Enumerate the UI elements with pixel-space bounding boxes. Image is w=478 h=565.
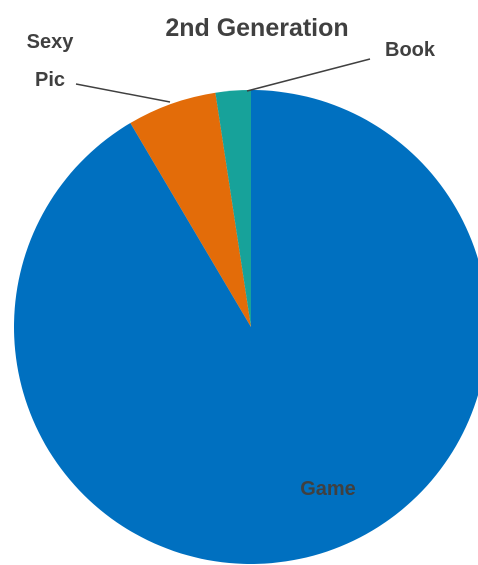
chart-title: 2nd Generation xyxy=(165,14,348,42)
slice-label-line: Pic xyxy=(35,69,65,91)
pie-slice-game xyxy=(14,90,478,564)
slice-label-line: Game xyxy=(300,478,356,500)
leader-lines xyxy=(75,58,371,103)
slice-label-game: Game xyxy=(300,478,356,500)
slice-label-line: Book xyxy=(385,39,436,61)
leader-line-sexy-pic xyxy=(75,83,171,103)
slice-labels: Game Sexy Pic Book xyxy=(27,31,436,500)
slice-label-book: Book xyxy=(385,39,436,61)
pie-slice-sexy-pic xyxy=(130,92,251,327)
pie-slice-book xyxy=(215,90,251,327)
slice-label-sexy-pic: Sexy Pic xyxy=(27,31,75,91)
leader-line-book xyxy=(246,58,371,92)
slice-label-line: Sexy xyxy=(27,31,75,53)
pie-slices xyxy=(14,90,478,564)
